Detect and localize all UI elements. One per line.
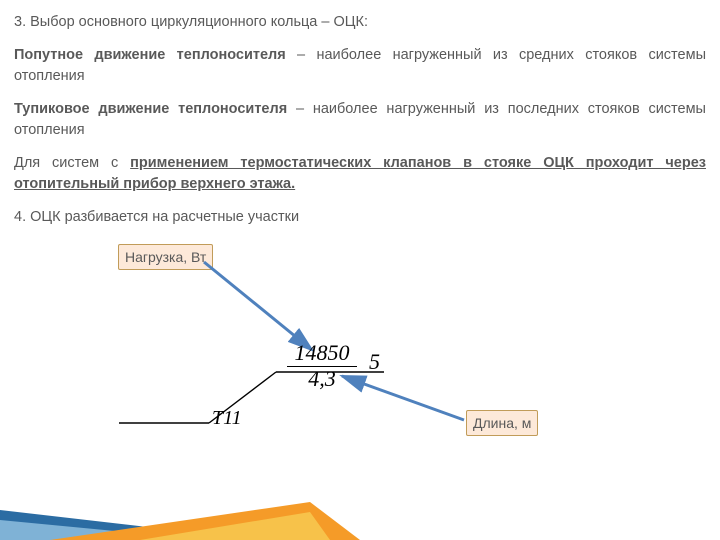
text-thermo-pre: Для систем с — [14, 155, 130, 171]
paragraph-deadend: Тупиковое движение теплоносителя – наибо… — [14, 99, 706, 141]
diagram-area: Нагрузка, Вт Длина, м Т11 14850 4,3 5 — [14, 242, 706, 482]
emph-concurrent: Попутное движение теплоносителя — [14, 47, 286, 63]
section-4-heading: 4. ОЦК разбивается на расчетные участки — [14, 207, 706, 228]
paragraph-concurrent: Попутное движение теплоносителя – наибол… — [14, 45, 706, 87]
segment-fraction: 14850 4,3 — [287, 342, 357, 390]
pipe-label: Т11 — [212, 404, 242, 433]
segment-index: 5 — [369, 346, 380, 378]
section-3-heading: 3. Выбор основного циркуляционного кольц… — [14, 12, 706, 33]
segment-length-value: 4,3 — [287, 368, 357, 390]
emph-deadend: Тупиковое движение теплоносителя — [14, 101, 287, 117]
diagram-svg — [14, 242, 706, 482]
paragraph-thermostatic: Для систем с применением термостатически… — [14, 153, 706, 195]
segment-load-value: 14850 — [287, 342, 357, 364]
